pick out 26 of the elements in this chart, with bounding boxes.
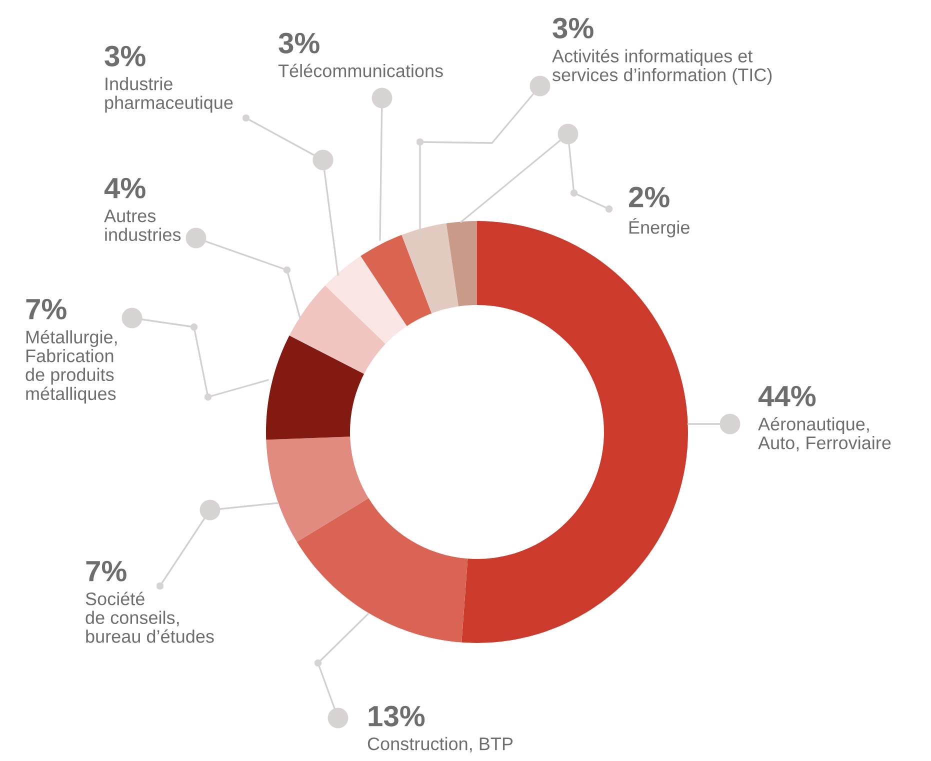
data-label: 13%	[368, 706, 425, 726]
slice-label: Construction, BTP	[368, 737, 513, 752]
slice-label: Énergie	[629, 218, 690, 238]
data-label: 7%	[86, 560, 126, 582]
slice-label: Industrie pharmaceutique	[105, 77, 233, 113]
donut-slice	[325, 256, 407, 344]
data-label: 3%	[104, 46, 146, 66]
slice-label: Activités informatiques et services d’information (TIC)	[552, 49, 772, 85]
donut-slice	[446, 221, 477, 306]
slice-label: Métallurgie, Fabrication de produits métalliques	[26, 330, 117, 404]
donut-slice	[402, 223, 459, 314]
donut-slice	[360, 234, 432, 326]
data-label: 4%	[104, 178, 146, 198]
donut-slice	[266, 336, 364, 440]
slice-label: Autres industries	[104, 210, 181, 242]
data-label: 3%	[552, 18, 594, 38]
slice-label: Aéronautique, Auto, Ferroviaire	[758, 417, 891, 452]
data-label: 2%	[629, 186, 670, 208]
donut-slice	[266, 436, 369, 542]
data-label: 3%	[278, 32, 320, 54]
data-label: 44%	[758, 386, 816, 406]
donut-slice	[296, 498, 468, 642]
donut-slice	[289, 286, 386, 374]
slice-label: Télécommunications	[278, 64, 443, 78]
data-label: 7%	[26, 298, 66, 320]
slice-label: Société de conseils, bureau d’études	[86, 592, 214, 643]
